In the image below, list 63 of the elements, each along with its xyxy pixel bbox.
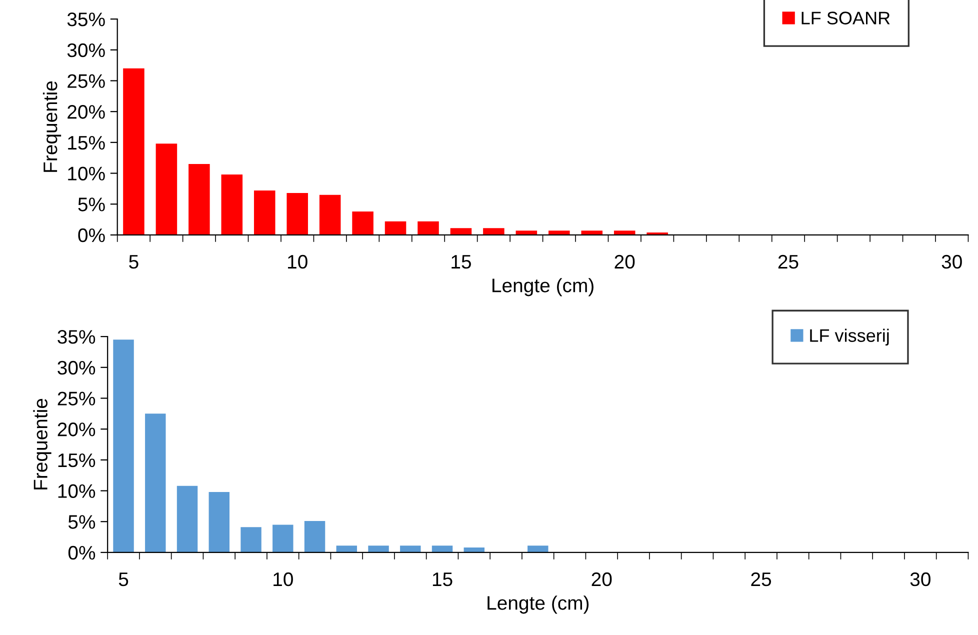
y-tick-label: 15%	[68, 136, 105, 150]
x-tick-label: 15	[432, 572, 452, 586]
bar	[145, 414, 166, 552]
bar	[581, 230, 603, 235]
y-tick-label: 5%	[78, 198, 105, 212]
bar	[208, 492, 230, 552]
y-tick-label: 0%	[68, 546, 96, 560]
bar	[123, 68, 144, 235]
bar	[432, 546, 453, 552]
x-tick-label: 25	[751, 572, 772, 586]
bar	[528, 546, 548, 552]
x-axis-title: Lengte (cm)	[488, 596, 589, 614]
y-tick-label: 15%	[58, 453, 96, 468]
bar	[113, 340, 134, 552]
y-tick-label: 25%	[58, 392, 96, 406]
legend-label: LF SOANR	[802, 12, 890, 24]
x-tick-label: 20	[592, 572, 612, 586]
y-tick-label: 0%	[78, 228, 105, 242]
bar	[304, 520, 326, 552]
bar	[614, 230, 636, 235]
y-tick-label: 20%	[58, 422, 96, 436]
y-axis-title: Frequentie	[42, 81, 62, 172]
x-tick-label: 20	[614, 254, 635, 269]
x-tick-label: 5	[118, 572, 128, 586]
y-tick-label: 35%	[67, 12, 105, 26]
y-tick-label: 10%	[68, 166, 105, 180]
bar	[483, 228, 504, 235]
x-axis-title: Lengte (cm)	[492, 278, 594, 296]
bar	[286, 193, 308, 235]
bar	[240, 527, 262, 552]
y-tick-label: 30%	[67, 43, 105, 58]
bar	[368, 546, 389, 552]
y-tick-label: 10%	[58, 484, 96, 498]
bar	[450, 228, 472, 235]
bar	[548, 230, 570, 235]
x-tick-label: 30	[910, 572, 930, 586]
bar	[336, 546, 358, 552]
y-axis-title: Frequentie	[33, 398, 52, 490]
bar	[384, 221, 406, 235]
bar	[464, 548, 485, 552]
bar	[319, 194, 341, 235]
y-tick-label: 25%	[68, 74, 105, 88]
y-tick-label: 20%	[68, 105, 105, 119]
bar	[272, 524, 294, 552]
bar	[516, 230, 538, 235]
x-tick-label: 30	[942, 254, 962, 269]
x-tick-label: 10	[274, 572, 293, 586]
bar	[188, 164, 210, 235]
x-tick-label: 25	[778, 254, 798, 269]
bar	[418, 221, 439, 235]
bar	[352, 212, 374, 235]
bar	[254, 190, 276, 235]
legend-label: LF visserij	[810, 328, 889, 346]
x-tick-label: 10	[288, 254, 308, 269]
x-tick-label: 15	[452, 255, 471, 269]
bar	[156, 144, 178, 235]
y-tick-label: 35%	[58, 330, 96, 344]
y-tick-label: 30%	[58, 360, 96, 375]
bar	[221, 174, 243, 235]
bar	[400, 546, 421, 552]
y-tick-label: 5%	[68, 515, 96, 529]
x-tick-label: 5	[129, 255, 138, 269]
bar	[176, 486, 198, 552]
